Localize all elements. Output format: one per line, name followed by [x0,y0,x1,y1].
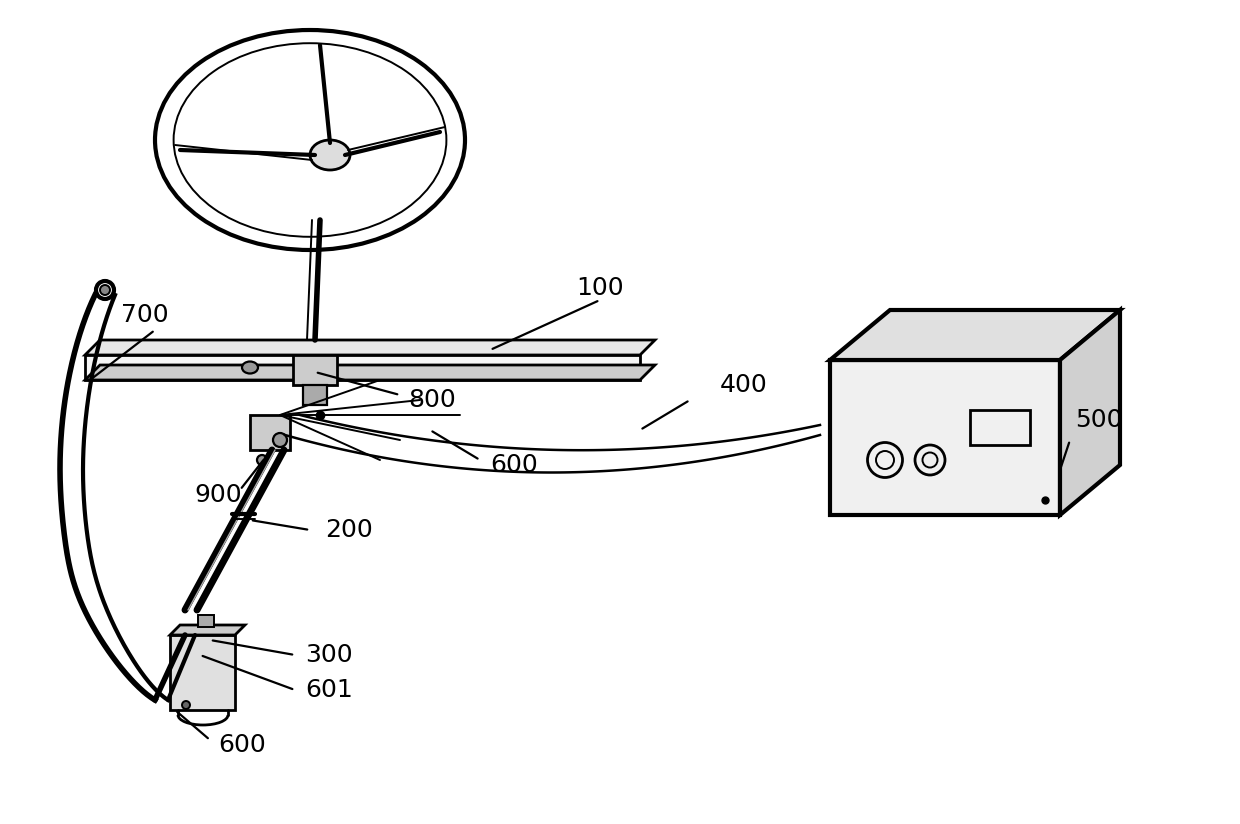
Polygon shape [86,355,640,380]
Text: 600: 600 [218,733,265,757]
Polygon shape [830,310,1120,360]
Ellipse shape [303,362,317,373]
Ellipse shape [310,140,350,170]
Ellipse shape [182,701,190,709]
Text: 800: 800 [408,388,456,412]
Polygon shape [86,340,655,355]
Text: 300: 300 [305,643,352,667]
Text: 200: 200 [325,518,373,542]
Ellipse shape [242,362,258,373]
Bar [970,410,1030,445]
Text: 700: 700 [122,303,169,327]
Text: 601: 601 [305,678,352,702]
Text: 600: 600 [490,453,538,477]
Ellipse shape [95,281,114,299]
Ellipse shape [273,433,286,447]
Polygon shape [170,625,246,635]
Text: 400: 400 [720,373,768,397]
Polygon shape [170,635,236,710]
Text: 100: 100 [577,276,624,300]
Polygon shape [86,365,655,380]
Bar [250,415,290,450]
Text: 500: 500 [1075,408,1122,432]
Polygon shape [830,360,1060,515]
Ellipse shape [257,455,267,465]
Bar [198,615,215,627]
Text: 900: 900 [195,483,242,507]
Bar [303,385,327,405]
Ellipse shape [100,285,110,295]
Polygon shape [1060,310,1120,515]
Bar [293,355,337,385]
